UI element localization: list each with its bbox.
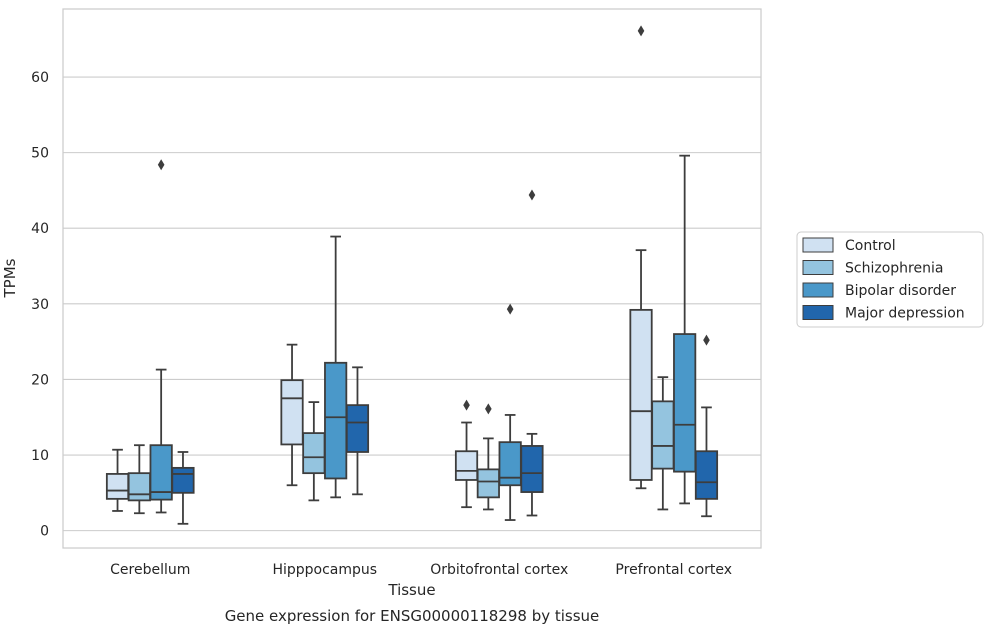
box-control: [280, 343, 304, 487]
y-tick-label: 30: [31, 297, 49, 313]
plot-area-frame: [62, 8, 762, 549]
y-tick-label: 0: [40, 524, 49, 540]
box-control: [629, 25, 653, 490]
legend-label: Control: [845, 238, 896, 254]
box-iqr: [629, 308, 653, 481]
gridlines: [63, 76, 761, 532]
legend: Control Schizophrenia Bipolar disorder Majo…: [796, 231, 984, 328]
box-bipolar-disorder: [498, 303, 522, 521]
outlier-point: [485, 403, 492, 415]
box-bipolar-disorder: [673, 154, 697, 505]
box-schizophrenia: [302, 401, 326, 502]
x-tick-label: Hipppocampus: [272, 562, 377, 578]
box-iqr: [673, 333, 697, 473]
outlier-point: [157, 159, 165, 171]
box-iqr: [498, 441, 522, 487]
box-schizophrenia: [651, 376, 675, 511]
y-tick-label: 20: [31, 372, 49, 388]
y-tick-label: 10: [31, 448, 49, 464]
x-tick-label: Prefrontal cortex: [615, 562, 732, 578]
outlier-point: [506, 303, 514, 315]
legend-swatch: [802, 237, 834, 253]
outlier-point: [637, 25, 645, 37]
legend-swatch: [802, 282, 834, 298]
y-tick-label: 60: [31, 70, 49, 86]
y-axis-ticks: 0 10 20 30 40 50 60: [31, 70, 49, 540]
box-iqr: [651, 400, 675, 470]
box-iqr: [280, 379, 304, 446]
outlier-point: [703, 334, 710, 346]
box-major-depression: [171, 451, 195, 525]
box-schizophrenia: [127, 444, 151, 515]
legend-swatch: [802, 305, 834, 320]
x-tick-label: Orbitofrontal cortex: [430, 562, 568, 578]
box-major-depression: [694, 334, 719, 518]
box-control: [105, 448, 130, 512]
box-major-depression: [520, 189, 544, 517]
box-iqr: [454, 450, 479, 481]
box-control: [454, 399, 479, 509]
box-iqr: [324, 361, 348, 480]
x-axis-ticks: Cerebellum Hipppocampus Orbitofrontal cort…: [110, 562, 732, 578]
legend-label: Bipolar disorder: [845, 283, 956, 299]
box-iqr: [694, 450, 719, 500]
box-iqr: [520, 445, 544, 493]
legend-swatch: [802, 260, 834, 275]
box-iqr: [171, 466, 195, 494]
chart-caption: Gene expression for ENSG00000118298 by t…: [225, 607, 600, 625]
y-tick-label: 50: [31, 146, 49, 162]
legend-label: Schizophrenia: [845, 261, 943, 277]
x-axis-title: Tissue: [387, 581, 435, 599]
box-iqr: [345, 404, 370, 453]
box-schizophrenia: [476, 403, 500, 511]
outlier-point: [463, 399, 470, 411]
legend-label: Major depression: [845, 306, 965, 322]
box-major-depression: [345, 366, 370, 496]
box-bipolar-disorder: [324, 235, 348, 499]
outlier-point: [528, 189, 536, 201]
legend-frame: [796, 231, 984, 328]
box-iqr: [302, 432, 326, 475]
box-iqr: [127, 472, 151, 502]
box-iqr: [476, 468, 500, 499]
x-tick-label: Cerebellum: [110, 562, 190, 578]
y-tick-label: 40: [31, 221, 49, 237]
box-bipolar-disorder: [149, 159, 173, 514]
y-axis-title: TPMs: [1, 258, 19, 298]
boxes: [105, 25, 719, 525]
box-iqr: [105, 473, 130, 500]
